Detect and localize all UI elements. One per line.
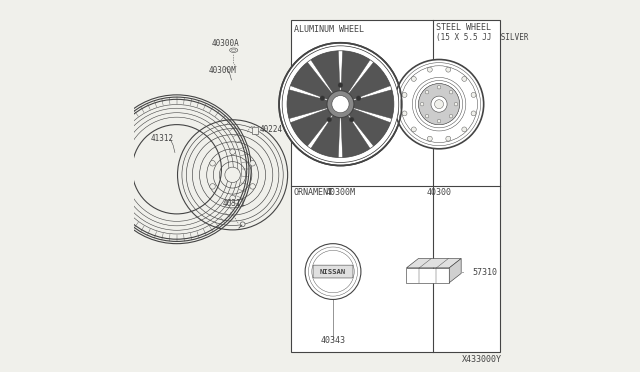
Circle shape: [338, 83, 343, 87]
Polygon shape: [348, 114, 374, 150]
Bar: [291, 20, 500, 352]
Polygon shape: [306, 114, 333, 150]
Circle shape: [428, 67, 432, 72]
Ellipse shape: [230, 48, 238, 52]
Text: STEEL WHEEL: STEEL WHEEL: [436, 23, 492, 32]
Text: 40300: 40300: [426, 188, 452, 197]
Circle shape: [402, 93, 407, 97]
Circle shape: [210, 184, 215, 189]
Text: 40343: 40343: [321, 336, 346, 345]
Circle shape: [428, 136, 432, 141]
Circle shape: [240, 222, 245, 227]
Circle shape: [471, 93, 476, 97]
Circle shape: [446, 136, 451, 141]
Polygon shape: [348, 58, 374, 94]
Text: 40224: 40224: [260, 125, 283, 134]
Text: 40300M: 40300M: [209, 65, 236, 74]
FancyBboxPatch shape: [313, 265, 353, 278]
Circle shape: [437, 86, 441, 89]
Circle shape: [394, 60, 484, 149]
Polygon shape: [406, 268, 449, 283]
Circle shape: [225, 167, 240, 183]
Text: ORNAMENT: ORNAMENT: [294, 188, 334, 197]
Circle shape: [349, 117, 354, 122]
Polygon shape: [352, 85, 394, 101]
Circle shape: [402, 111, 407, 116]
Circle shape: [305, 244, 361, 299]
Circle shape: [327, 91, 354, 118]
Text: 57310: 57310: [472, 268, 497, 277]
Circle shape: [462, 127, 467, 132]
Polygon shape: [449, 259, 461, 283]
Circle shape: [412, 127, 416, 132]
Text: 40311: 40311: [222, 199, 245, 208]
Polygon shape: [406, 259, 461, 268]
Circle shape: [420, 102, 424, 106]
Circle shape: [425, 114, 429, 118]
Circle shape: [449, 114, 453, 118]
Circle shape: [327, 117, 332, 122]
Text: 41312: 41312: [150, 134, 173, 143]
Circle shape: [210, 161, 215, 166]
Circle shape: [449, 90, 453, 94]
Text: X433000Y: X433000Y: [462, 355, 502, 364]
Circle shape: [250, 161, 255, 166]
Circle shape: [230, 149, 236, 154]
Text: (15 X 5.5 JJ  SILVER: (15 X 5.5 JJ SILVER: [436, 33, 529, 42]
Circle shape: [332, 96, 349, 113]
Polygon shape: [306, 58, 333, 94]
Circle shape: [446, 67, 451, 72]
Circle shape: [454, 102, 458, 106]
Polygon shape: [352, 108, 394, 124]
Polygon shape: [339, 116, 342, 159]
Circle shape: [250, 184, 255, 189]
Polygon shape: [287, 85, 329, 101]
Circle shape: [419, 84, 460, 125]
Circle shape: [282, 46, 399, 163]
Text: 40300M: 40300M: [326, 188, 355, 197]
Text: ALUMINUM WHEEL: ALUMINUM WHEEL: [294, 25, 364, 33]
Circle shape: [356, 96, 361, 101]
Circle shape: [437, 119, 441, 123]
Polygon shape: [287, 108, 329, 124]
Circle shape: [279, 43, 402, 166]
Circle shape: [412, 77, 416, 81]
Text: 40300A: 40300A: [211, 39, 239, 48]
Circle shape: [435, 100, 444, 109]
Circle shape: [425, 90, 429, 94]
Circle shape: [471, 111, 476, 116]
Circle shape: [230, 195, 236, 201]
Circle shape: [431, 96, 447, 112]
Circle shape: [320, 96, 325, 101]
Bar: [252, 127, 259, 134]
Polygon shape: [339, 49, 342, 92]
Circle shape: [462, 77, 467, 81]
Text: NISSAN: NISSAN: [320, 269, 346, 275]
